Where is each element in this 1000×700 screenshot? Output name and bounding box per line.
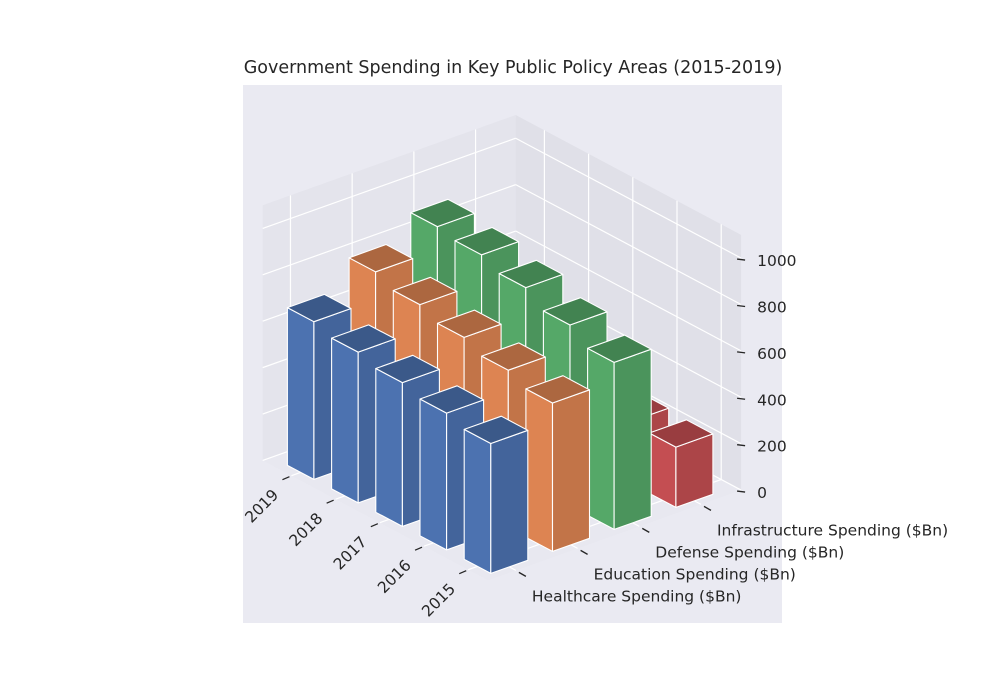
- bar-front-face: [525, 388, 554, 552]
- z-tick-label: 400: [757, 391, 787, 409]
- series-tick-mark: [518, 571, 527, 577]
- bar-front-face: [419, 398, 448, 551]
- z-tick-label: 600: [757, 345, 787, 363]
- bar-side-face: [613, 348, 652, 530]
- bar-front-face: [286, 307, 315, 480]
- bar-top-face: [331, 324, 396, 353]
- z-tick-mark: [737, 258, 746, 261]
- year-tick-label: 2019: [242, 486, 283, 527]
- bar: [648, 419, 714, 508]
- year-tick-mark: [370, 523, 379, 528]
- bar-top-face: [648, 419, 714, 448]
- z-tick-mark: [737, 444, 746, 447]
- series-tick-label: Defense Spending ($Bn): [655, 543, 844, 561]
- bar-top-face: [392, 276, 458, 306]
- z-tick-mark: [737, 351, 746, 354]
- z-tick-mark: [737, 490, 746, 493]
- z-tick-label: 200: [757, 438, 787, 456]
- bar-top-face: [286, 293, 352, 323]
- z-tick-label: 1000: [757, 252, 796, 270]
- series-tick-label: Infrastructure Spending ($Bn): [717, 521, 948, 539]
- z-tick-label: 0: [757, 484, 767, 502]
- bar-front-face: [587, 347, 615, 530]
- grid-line: [515, 184, 742, 306]
- grid-line: [262, 137, 516, 229]
- bar-top-face: [375, 354, 440, 384]
- bar-top-face: [419, 385, 485, 414]
- bar-top-face: [463, 415, 529, 445]
- bar-side-face: [490, 429, 529, 574]
- bar-front-face: [463, 428, 492, 574]
- grid-line: [515, 137, 742, 259]
- bar-top-face: [525, 375, 591, 404]
- year-tick-mark: [282, 476, 290, 481]
- series-tick-mark: [641, 527, 650, 533]
- bar-top-face: [348, 243, 414, 273]
- bar-front-face: [375, 367, 403, 527]
- z-tick-mark: [737, 304, 746, 308]
- year-tick-label: 2016: [374, 556, 415, 597]
- bar: [463, 415, 529, 574]
- bar: [525, 375, 591, 552]
- bar-top-face: [410, 198, 475, 228]
- year-tick-mark: [326, 499, 334, 504]
- grid-line: [262, 184, 516, 276]
- series-tick-mark: [580, 549, 588, 555]
- bar: [587, 334, 652, 530]
- bar-top-face: [587, 334, 652, 363]
- year-tick-label: 2018: [286, 509, 327, 550]
- bar-front-face: [331, 337, 359, 504]
- series-tick-label: Education Spending ($Bn): [594, 565, 796, 583]
- bars: [286, 198, 714, 574]
- bar-top-face: [481, 342, 546, 371]
- bar-top-face: [542, 297, 608, 326]
- series-tick-label: Healthcare Spending ($Bn): [532, 587, 742, 605]
- series-tick-mark: [703, 505, 712, 511]
- bar-side-face: [551, 389, 591, 552]
- z-tick-mark: [737, 397, 746, 400]
- bar-top-face: [498, 259, 564, 289]
- year-tick-mark: [414, 546, 423, 551]
- year-tick-label: 2017: [330, 533, 371, 574]
- bar-top-face: [454, 226, 520, 256]
- bar-top-face: [436, 309, 502, 338]
- grid-line: [515, 230, 742, 352]
- year-tick-label: 2015: [418, 580, 459, 621]
- z-tick-label: 800: [757, 298, 787, 316]
- chart-title: Government Spending in Key Public Policy…: [243, 58, 783, 78]
- year-tick-mark: [458, 570, 467, 575]
